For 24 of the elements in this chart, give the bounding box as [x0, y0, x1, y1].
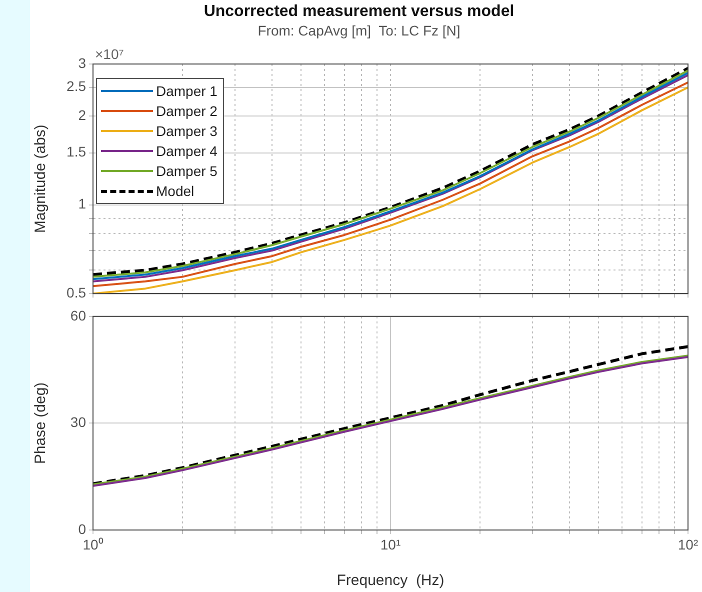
- text: ×10⁷: [95, 46, 124, 62]
- chart-subtitle: From: CapAvg [m] To: LC Fz [N]: [258, 22, 460, 38]
- y-tick-label: 60: [70, 307, 86, 324]
- y-tick-label: 0.5: [66, 284, 86, 300]
- legend-label: Damper 1: [156, 83, 218, 99]
- y-tick-label: 0: [78, 520, 86, 537]
- y-tick-label: 2: [78, 106, 86, 123]
- x-axis-title: Frequency (Hz): [336, 572, 444, 590]
- x-tick-label: 10¹: [380, 536, 401, 552]
- x-tick-label: 10²: [678, 536, 698, 552]
- y-tick-label: 3: [78, 54, 86, 71]
- legend-label: Damper 3: [156, 123, 218, 139]
- legend-label: Damper 2: [156, 103, 218, 119]
- legend-label: Model: [156, 183, 194, 199]
- y-axis-title: Phase (deg): [32, 382, 50, 464]
- legend-label: Damper 4: [156, 143, 218, 159]
- chart-title: Uncorrected measurement versus model: [204, 3, 514, 20]
- y-axis-title: Magnitude (abs): [32, 124, 50, 234]
- legend-label: Damper 5: [156, 163, 218, 179]
- y-tick-label: 30: [70, 414, 86, 430]
- y-tick-label: 1.5: [66, 144, 86, 160]
- x-tick-label: 10⁰: [82, 536, 104, 552]
- y-tick-label: 1: [78, 196, 86, 212]
- y-tick-label: 2.5: [66, 78, 86, 94]
